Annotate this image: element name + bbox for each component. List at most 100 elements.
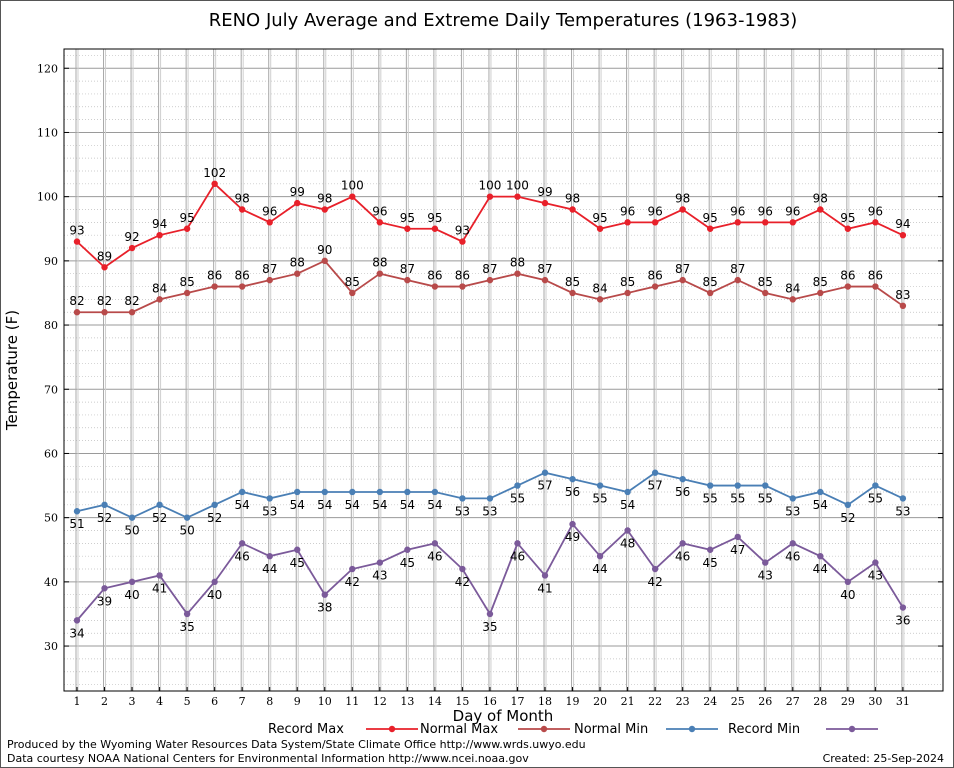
normal-max-point — [321, 257, 328, 265]
normal-max-point — [651, 283, 659, 290]
x-tick-label: 1 — [74, 695, 81, 708]
normal-max-point — [128, 309, 136, 316]
record-min-point — [459, 565, 466, 573]
y-tick-label: 60 — [44, 447, 58, 460]
x-tick-label: 15 — [455, 695, 469, 708]
record-max-data-label: 89 — [97, 249, 112, 263]
normal-min-data-label: 55 — [703, 492, 718, 506]
normal-max-point — [211, 283, 218, 290]
record-min-data-label: 46 — [510, 549, 525, 563]
record-min-data-label: 40 — [207, 588, 222, 602]
normal-max-data-label: 86 — [235, 269, 250, 283]
record-min-data-label: 46 — [427, 549, 442, 563]
normal-max-data-label: 85 — [565, 275, 580, 289]
record-min-point — [349, 565, 356, 573]
y-tick-label: 110 — [37, 126, 58, 139]
normal-min-data-label: 54 — [290, 498, 305, 512]
record-min-point — [294, 546, 301, 553]
normal-max-data-label: 85 — [813, 275, 828, 289]
record-min-line — [76, 522, 904, 621]
normal-max-point — [872, 283, 879, 290]
normal-max-data-label: 85 — [703, 275, 718, 289]
legend-swatch-marker — [848, 725, 856, 733]
x-tick-label: 19 — [566, 695, 580, 708]
legend-swatch-marker — [688, 725, 696, 733]
normal-max-data-label: 87 — [675, 262, 690, 276]
normal-max-data-label: 88 — [372, 256, 387, 270]
credit-line-2: Data courtesy NOAA National Centers for … — [7, 752, 529, 765]
normal-max-point — [734, 276, 741, 284]
record-min-point — [899, 604, 907, 611]
normal-min-data-label: 57 — [537, 479, 552, 493]
y-tick-label: 50 — [44, 512, 58, 525]
normal-max-point — [541, 276, 549, 284]
normal-min-point — [238, 488, 246, 496]
normal-max-point — [486, 276, 494, 284]
record-min-data-label: 44 — [262, 562, 277, 576]
record-max-data-label: 100 — [478, 179, 501, 193]
normal-max-point — [569, 289, 576, 297]
record-min-point — [431, 540, 439, 547]
normal-min-point — [762, 482, 769, 489]
legend-label: Normal Min — [574, 722, 648, 737]
record-max-data-label: 100 — [341, 179, 364, 193]
record-max-data-label: 99 — [290, 185, 305, 199]
record-max-point — [349, 193, 356, 200]
normal-min-point — [569, 475, 576, 483]
record-max-point — [459, 238, 466, 245]
record-max-data-label: 98 — [235, 192, 250, 206]
record-min-series: 34 39 40 41 35 40 46 44 45 38 42 43 45 46 42 35 46 41 49 44… — [69, 520, 911, 640]
record-min-point — [211, 578, 218, 586]
normal-max-point — [404, 276, 411, 284]
normal-max-data-label: 84 — [152, 281, 167, 295]
record-max-data-label: 95 — [703, 211, 718, 225]
record-max-data-label: 96 — [262, 204, 277, 218]
record-max-data-label: 94 — [152, 217, 167, 231]
normal-min-point — [211, 501, 218, 509]
chart-title: RENO July Average and Extreme Daily Temp… — [209, 10, 798, 31]
series-layer: 93 89 92 94 95 102 98 96 99 98 100 96 95 95 93 100 100 99… — [69, 166, 910, 641]
record-min-point — [321, 591, 328, 598]
normal-min-point — [321, 488, 328, 496]
normal-min-point — [156, 501, 163, 509]
record-max-point — [266, 219, 273, 226]
record-min-point — [73, 617, 81, 624]
normal-max-data-label: 86 — [868, 269, 883, 283]
normal-max-point — [376, 270, 384, 277]
normal-max-point — [183, 289, 191, 297]
x-tick-label: 28 — [813, 695, 827, 708]
normal-min-data-label: 55 — [510, 492, 525, 506]
record-min-data-label: 46 — [235, 549, 250, 563]
normal-min-point — [872, 482, 879, 489]
normal-min-data-label: 54 — [345, 498, 360, 512]
normal-min-point — [541, 469, 549, 476]
record-max-point — [706, 225, 714, 232]
record-min-data-label: 35 — [482, 620, 497, 634]
record-min-data-label: 38 — [317, 601, 332, 615]
normal-max-point — [294, 270, 301, 277]
record-max-point — [899, 231, 907, 239]
record-min-data-label: 39 — [97, 594, 112, 608]
record-max-point — [376, 219, 384, 226]
normal-max-data-label: 86 — [647, 269, 662, 283]
normal-min-point — [899, 495, 907, 502]
x-tick-label: 8 — [266, 695, 273, 708]
x-tick-label: 4 — [156, 695, 163, 708]
record-max-data-label: 98 — [813, 192, 828, 206]
y-tick-label: 70 — [44, 383, 58, 396]
record-max-data-label: 93 — [455, 224, 470, 238]
record-max-point — [101, 264, 108, 271]
x-tick-label: 14 — [428, 695, 442, 708]
record-max-point — [679, 206, 686, 213]
y-tick-label: 90 — [44, 255, 58, 268]
x-tick-label: 30 — [868, 695, 882, 708]
record-max-data-label: 96 — [620, 204, 635, 218]
legend-label: Record Min — [728, 722, 800, 737]
legend-item-record-min: Record Min — [728, 722, 878, 737]
record-max-data-label: 95 — [840, 211, 855, 225]
record-max-data-label: 94 — [895, 217, 910, 231]
record-max-point — [211, 180, 218, 188]
record-min-point — [156, 572, 163, 579]
record-min-data-label: 42 — [647, 575, 662, 589]
x-tick-label: 23 — [676, 695, 690, 708]
